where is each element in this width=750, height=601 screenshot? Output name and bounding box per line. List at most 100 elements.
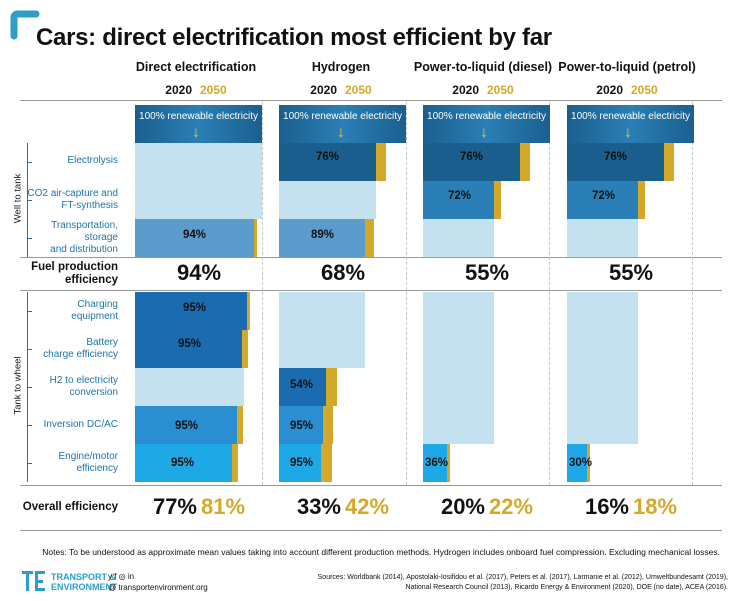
column-guide — [406, 102, 407, 485]
bar-hydrogen-h2-2050 — [326, 368, 337, 406]
overall-petrol-2050: 18% — [633, 494, 678, 519]
overall-hydrogen-2020: 33% — [296, 494, 341, 519]
sources-line2: National Research Council (2013), Ricard… — [405, 584, 728, 591]
separator-line — [20, 485, 722, 486]
bar-petrol-h2 — [567, 368, 638, 406]
label-diesel-engine: 36% — [425, 457, 449, 469]
label-diesel-co2: 72% — [448, 190, 472, 202]
separator-line — [20, 257, 722, 258]
group-tick — [27, 162, 32, 163]
bar-hydrogen-inversion-2050 — [323, 406, 333, 444]
social-icons[interactable]: y f ◎ in — [108, 572, 135, 581]
label-petrol-engine: 30% — [569, 457, 593, 469]
label-petrol-co2: 72% — [592, 190, 616, 202]
renewable-label: 100% renewable electricity — [283, 111, 402, 122]
label-direct-transport: 94% — [183, 229, 207, 241]
overall-diesel-2050: 22% — [489, 494, 534, 519]
row-label-engine: Engine/motor efficiency — [20, 451, 118, 475]
group-tick — [27, 200, 32, 201]
row-label-charging-line1: Charging — [77, 299, 118, 310]
row-label-h2-line2: conversion — [69, 387, 118, 398]
group-tick — [27, 349, 32, 350]
bar-direct-battery-2050 — [242, 330, 248, 368]
year-2020: 2020 — [596, 83, 623, 97]
bar-direct-transport-2050 — [254, 219, 257, 257]
renewable-electricity-box: 100% renewable electricity — [567, 105, 694, 143]
bar-hydrogen-charging — [279, 292, 365, 330]
column-guide — [692, 102, 693, 485]
bar-direct-electrolysis — [135, 143, 262, 181]
bar-direct-inversion-2050 — [237, 406, 243, 444]
org-name-line1: TRANSPORT & — [51, 572, 116, 582]
bar-petrol-engine — [567, 444, 587, 482]
row-label-transport: Transportation, storage and distribution — [20, 220, 118, 256]
year-legend: 2020 2050 — [270, 83, 412, 97]
row-label-engine-line1: Engine/motor — [58, 451, 118, 462]
row-label-transport-line3: and distribution — [50, 244, 118, 255]
label-hydrogen-inversion: 95% — [290, 420, 314, 432]
bar-diesel-electrolysis — [423, 143, 520, 181]
bar-hydrogen-transport — [279, 219, 365, 257]
bar-direct-h2 — [135, 368, 244, 406]
bar-petrol-electrolysis — [567, 143, 664, 181]
renewable-label: 100% renewable electricity — [427, 111, 546, 122]
bar-direct-co2 — [135, 181, 262, 219]
row-label-h2: H2 to electricity conversion — [20, 375, 118, 399]
renewable-electricity-box: 100% renewable electricity — [279, 105, 406, 143]
te-logo-icon — [22, 571, 45, 591]
down-arrow-icon: ↓ — [337, 124, 345, 141]
group-tick — [27, 238, 32, 239]
overall-hydrogen-2050: 42% — [345, 494, 390, 519]
bar-diesel-engine-2050 — [447, 444, 450, 482]
year-2050: 2050 — [487, 83, 514, 97]
label-diesel-electrolysis: 76% — [460, 151, 484, 163]
year-2020: 2020 — [165, 83, 192, 97]
year-2050: 2050 — [345, 83, 372, 97]
renewable-label: 100% renewable electricity — [139, 111, 258, 122]
bar-petrol-co2 — [567, 181, 638, 219]
bar-diesel-charging — [423, 292, 494, 330]
overall-petrol-2020: 16% — [584, 494, 629, 519]
bar-hydrogen-electrolysis-2050 — [376, 143, 386, 181]
row-label-transport-line2: storage — [84, 232, 118, 243]
row-label-fuel-line2: efficiency — [64, 274, 118, 286]
website-link[interactable]: @ transportenvironment.org — [108, 583, 208, 592]
chart-title: Cars: direct electrification most effici… — [36, 24, 552, 51]
overall-direct-2050: 81% — [201, 494, 246, 519]
overall-direct: 77% 81% — [128, 494, 270, 520]
bar-hydrogen-inversion — [279, 406, 323, 444]
bar-hydrogen-electrolysis — [279, 143, 376, 181]
bar-direct-charging — [135, 292, 247, 330]
row-label-inversion: Inversion DC/AC — [43, 419, 118, 430]
bar-petrol-inversion — [567, 406, 638, 444]
column-guide — [549, 102, 550, 485]
row-label-fuel-line1: Fuel production — [31, 261, 118, 273]
fuel-efficiency-petrol: 55% — [608, 260, 654, 285]
year-2050: 2050 — [200, 83, 227, 97]
row-label-electrolysis: Electrolysis — [67, 155, 118, 166]
row-label-transport-line1: Transportation, — [51, 220, 118, 231]
column-header-ptl-petrol: Power-to-liquid (petrol) — [558, 60, 696, 74]
row-label-co2-line1: CO2 air-capture and — [27, 188, 118, 199]
org-name-line2: ENVIRONMENT — [51, 582, 118, 592]
bar-diesel-co2-2050 — [494, 181, 501, 219]
label-petrol-electrolysis: 76% — [604, 151, 628, 163]
bar-hydrogen-engine-2050 — [321, 444, 332, 482]
bar-diesel-transport — [423, 219, 494, 257]
bar-direct-engine — [135, 444, 232, 482]
bar-direct-battery — [135, 330, 242, 368]
row-label-charging: Charging equipment — [20, 299, 118, 323]
down-arrow-icon: ↓ — [480, 124, 488, 141]
column-header-direct: Direct electrification — [135, 60, 257, 74]
group-tick — [27, 311, 32, 312]
org-name: TRANSPORT & ENVIRONMENT — [51, 572, 118, 592]
bar-diesel-h2 — [423, 368, 494, 406]
bar-petrol-transport — [567, 219, 638, 257]
label-hydrogen-engine: 95% — [290, 457, 314, 469]
overall-diesel-2020: 20% — [440, 494, 485, 519]
bar-diesel-battery — [423, 330, 494, 368]
notes-text: Notes: To be understood as approximate m… — [42, 547, 720, 557]
overall-diesel: 20% 22% — [416, 494, 558, 520]
bar-direct-charging-2050 — [247, 292, 250, 330]
renewable-label: 100% renewable electricity — [571, 111, 690, 122]
